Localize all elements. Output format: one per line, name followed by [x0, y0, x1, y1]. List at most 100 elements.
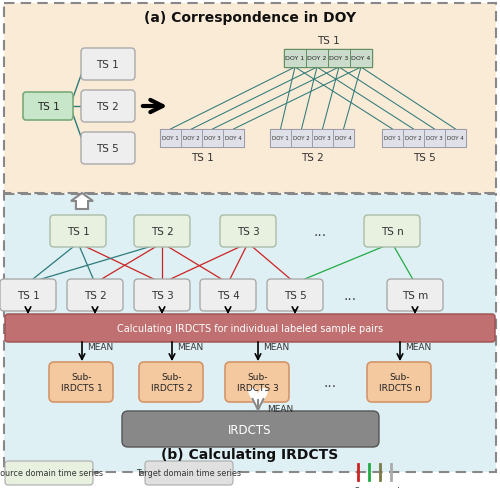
Bar	[160, 130, 244, 148]
Text: TS 5: TS 5	[96, 143, 118, 154]
Text: Sub-
IRDCTS 1: Sub- IRDCTS 1	[61, 372, 103, 392]
Text: MEAN: MEAN	[87, 343, 113, 352]
Bar	[306, 50, 328, 68]
Text: DOY 2: DOY 2	[183, 136, 200, 141]
Text: IRDCTS: IRDCTS	[228, 423, 272, 436]
Text: ...: ...	[324, 375, 336, 389]
Polygon shape	[71, 194, 93, 209]
Text: TS 2: TS 2	[84, 290, 106, 301]
FancyBboxPatch shape	[50, 216, 106, 247]
Text: MEAN: MEAN	[177, 343, 203, 352]
Text: MEAN: MEAN	[263, 343, 289, 352]
Text: DOY 1: DOY 1	[286, 57, 304, 61]
Bar	[328, 50, 350, 68]
Bar	[270, 130, 354, 148]
Bar	[4, 195, 496, 472]
Text: MEAN: MEAN	[405, 343, 431, 352]
FancyBboxPatch shape	[145, 461, 233, 485]
Bar	[202, 130, 223, 148]
Bar	[382, 130, 403, 148]
FancyBboxPatch shape	[367, 362, 431, 402]
Text: DOY 4: DOY 4	[225, 136, 242, 141]
FancyBboxPatch shape	[200, 280, 256, 311]
Bar	[181, 130, 202, 148]
Text: Calculating IRDCTS for individual labeled sample pairs: Calculating IRDCTS for individual labele…	[117, 324, 383, 333]
FancyBboxPatch shape	[364, 216, 420, 247]
FancyBboxPatch shape	[387, 280, 443, 311]
Text: TS 2: TS 2	[96, 102, 118, 112]
Bar	[223, 130, 244, 148]
Text: DOY 3: DOY 3	[426, 136, 443, 141]
Text: TS 4: TS 4	[216, 290, 240, 301]
Text: MEAN: MEAN	[267, 405, 293, 414]
FancyBboxPatch shape	[81, 91, 135, 123]
FancyBboxPatch shape	[5, 314, 495, 342]
Bar	[403, 130, 424, 148]
Text: Sub-
IRDCTS 2: Sub- IRDCTS 2	[151, 372, 193, 392]
Text: DOY 4: DOY 4	[352, 57, 370, 61]
Text: DOY 1: DOY 1	[384, 136, 401, 141]
Text: (b) Calculating IRDCTS: (b) Calculating IRDCTS	[162, 447, 338, 461]
Bar	[4, 4, 496, 194]
Bar	[4, 4, 496, 194]
Text: Sub-
IRDCTS 3: Sub- IRDCTS 3	[237, 372, 279, 392]
FancyBboxPatch shape	[0, 280, 56, 311]
FancyBboxPatch shape	[23, 93, 73, 121]
Text: ...: ...	[314, 224, 326, 239]
FancyBboxPatch shape	[49, 362, 113, 402]
Text: Target domain time series: Target domain time series	[136, 468, 242, 478]
FancyBboxPatch shape	[5, 461, 93, 485]
Bar	[160, 130, 181, 148]
FancyBboxPatch shape	[134, 216, 190, 247]
Bar	[270, 130, 291, 148]
Text: TS n: TS n	[380, 226, 404, 237]
Text: TS 1: TS 1	[96, 60, 118, 70]
FancyBboxPatch shape	[122, 411, 379, 447]
Text: TS 2: TS 2	[150, 226, 174, 237]
Text: Correspondence: Correspondence	[353, 487, 419, 488]
Text: DOY 3: DOY 3	[314, 136, 331, 141]
Text: DOY 2: DOY 2	[308, 57, 326, 61]
Text: DOY 4: DOY 4	[447, 136, 464, 141]
Text: DOY 1: DOY 1	[162, 136, 179, 141]
Text: TS 2: TS 2	[300, 153, 324, 163]
Text: DOY 3: DOY 3	[204, 136, 221, 141]
Text: TS 1: TS 1	[190, 153, 214, 163]
Bar	[284, 50, 372, 68]
Bar	[312, 130, 333, 148]
FancyBboxPatch shape	[220, 216, 276, 247]
Text: (a) Correspondence in DOY: (a) Correspondence in DOY	[144, 11, 356, 25]
Text: ...: ...	[344, 288, 356, 303]
Text: TS 5: TS 5	[284, 290, 306, 301]
FancyBboxPatch shape	[81, 133, 135, 164]
Text: TS 1: TS 1	[36, 102, 60, 112]
Text: Source domain time series: Source domain time series	[0, 468, 103, 478]
Bar	[333, 130, 354, 148]
Text: DOY 2: DOY 2	[293, 136, 310, 141]
Text: DOY 4: DOY 4	[335, 136, 352, 141]
Text: TS 1: TS 1	[316, 36, 340, 46]
Bar	[424, 130, 445, 148]
Bar	[382, 130, 466, 148]
Text: TS 1: TS 1	[66, 226, 90, 237]
FancyBboxPatch shape	[139, 362, 203, 402]
Bar	[284, 50, 306, 68]
Bar	[291, 130, 312, 148]
Text: DOY 2: DOY 2	[405, 136, 422, 141]
FancyBboxPatch shape	[267, 280, 323, 311]
Bar	[350, 50, 372, 68]
Bar	[445, 130, 466, 148]
Text: TS m: TS m	[402, 290, 428, 301]
FancyBboxPatch shape	[81, 49, 135, 81]
Text: TS 1: TS 1	[16, 290, 40, 301]
Text: DOY 1: DOY 1	[272, 136, 289, 141]
FancyBboxPatch shape	[67, 280, 123, 311]
Text: DOY 3: DOY 3	[330, 57, 348, 61]
Text: TS 5: TS 5	[412, 153, 436, 163]
Text: TS 3: TS 3	[150, 290, 174, 301]
FancyBboxPatch shape	[225, 362, 289, 402]
Text: TS 3: TS 3	[236, 226, 260, 237]
Text: Sub-
IRDCTS n: Sub- IRDCTS n	[379, 372, 421, 392]
FancyBboxPatch shape	[134, 280, 190, 311]
Bar	[4, 195, 496, 472]
